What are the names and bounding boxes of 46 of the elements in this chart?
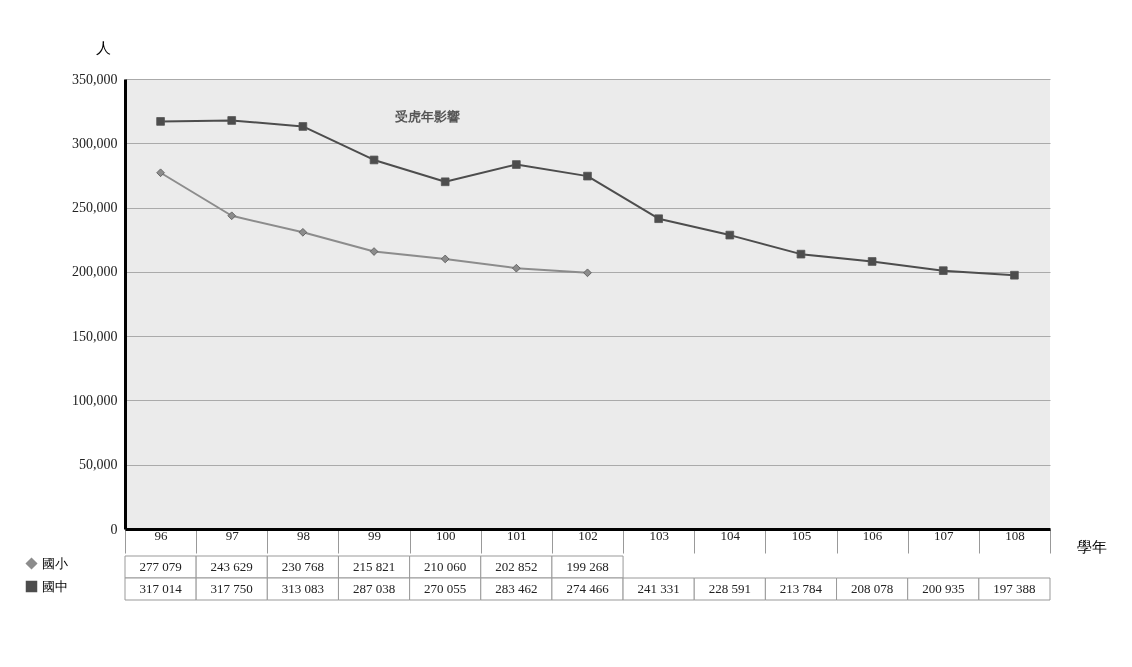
x-tick-label: 96 xyxy=(154,527,169,543)
y-tick-label: 50,000 xyxy=(79,457,118,473)
y-tick-label: 350,000 xyxy=(72,71,118,87)
data-label: 228 591 xyxy=(708,581,751,596)
x-tick-label: 107 xyxy=(934,527,955,543)
y-tick-label: 100,000 xyxy=(72,392,118,408)
x-tick-label: 99 xyxy=(368,527,382,543)
y-tick-label: 300,000 xyxy=(72,135,118,151)
data-label: 283 462 xyxy=(495,581,538,596)
x-tick-label: 106 xyxy=(862,527,883,543)
x-tick-label: 103 xyxy=(649,527,669,543)
data-label: 213 784 xyxy=(779,581,823,596)
data-label: 197 388 xyxy=(993,581,1036,596)
data-label: 208 078 xyxy=(850,581,894,596)
x-tick-label: 101 xyxy=(507,527,527,543)
annotation: 受虎年影響 xyxy=(394,109,460,124)
y-tick-label: 150,000 xyxy=(72,328,118,344)
legend-label: 國小 xyxy=(42,555,68,571)
data-label: 270 055 xyxy=(424,581,467,596)
x-tick-label: 102 xyxy=(578,527,598,543)
y-tick-label: 200,000 xyxy=(72,264,118,280)
data-label: 274 466 xyxy=(566,581,610,596)
data-label: 210 060 xyxy=(424,559,467,574)
data-label: 199 268 xyxy=(566,559,609,574)
data-label: 317 014 xyxy=(139,581,183,596)
x-axis-title: 學年 xyxy=(1077,539,1107,555)
data-label: 202 852 xyxy=(495,559,538,574)
x-tick-label: 100 xyxy=(435,527,456,543)
x-tick-label: 105 xyxy=(791,527,812,543)
data-label: 317 750 xyxy=(210,581,253,596)
y-tick-label: 0 xyxy=(110,521,118,537)
x-tick-label: 108 xyxy=(1005,527,1025,543)
y-tick-label: 250,000 xyxy=(72,200,118,216)
data-label: 277 079 xyxy=(139,559,182,574)
data-label: 313 083 xyxy=(281,581,325,596)
data-label: 215 821 xyxy=(352,559,396,574)
x-tick-label: 104 xyxy=(720,527,741,543)
y-axis-title: 人 xyxy=(96,39,111,56)
data-label: 287 038 xyxy=(352,581,396,596)
data-label: 230 768 xyxy=(281,559,325,574)
x-tick-label: 97 xyxy=(225,527,240,543)
legend-label: 國中 xyxy=(42,578,68,594)
data-label: 243 629 xyxy=(210,559,253,574)
data-label: 241 331 xyxy=(637,581,680,596)
x-tick-label: 98 xyxy=(296,527,310,543)
data-label: 200 935 xyxy=(922,581,965,596)
